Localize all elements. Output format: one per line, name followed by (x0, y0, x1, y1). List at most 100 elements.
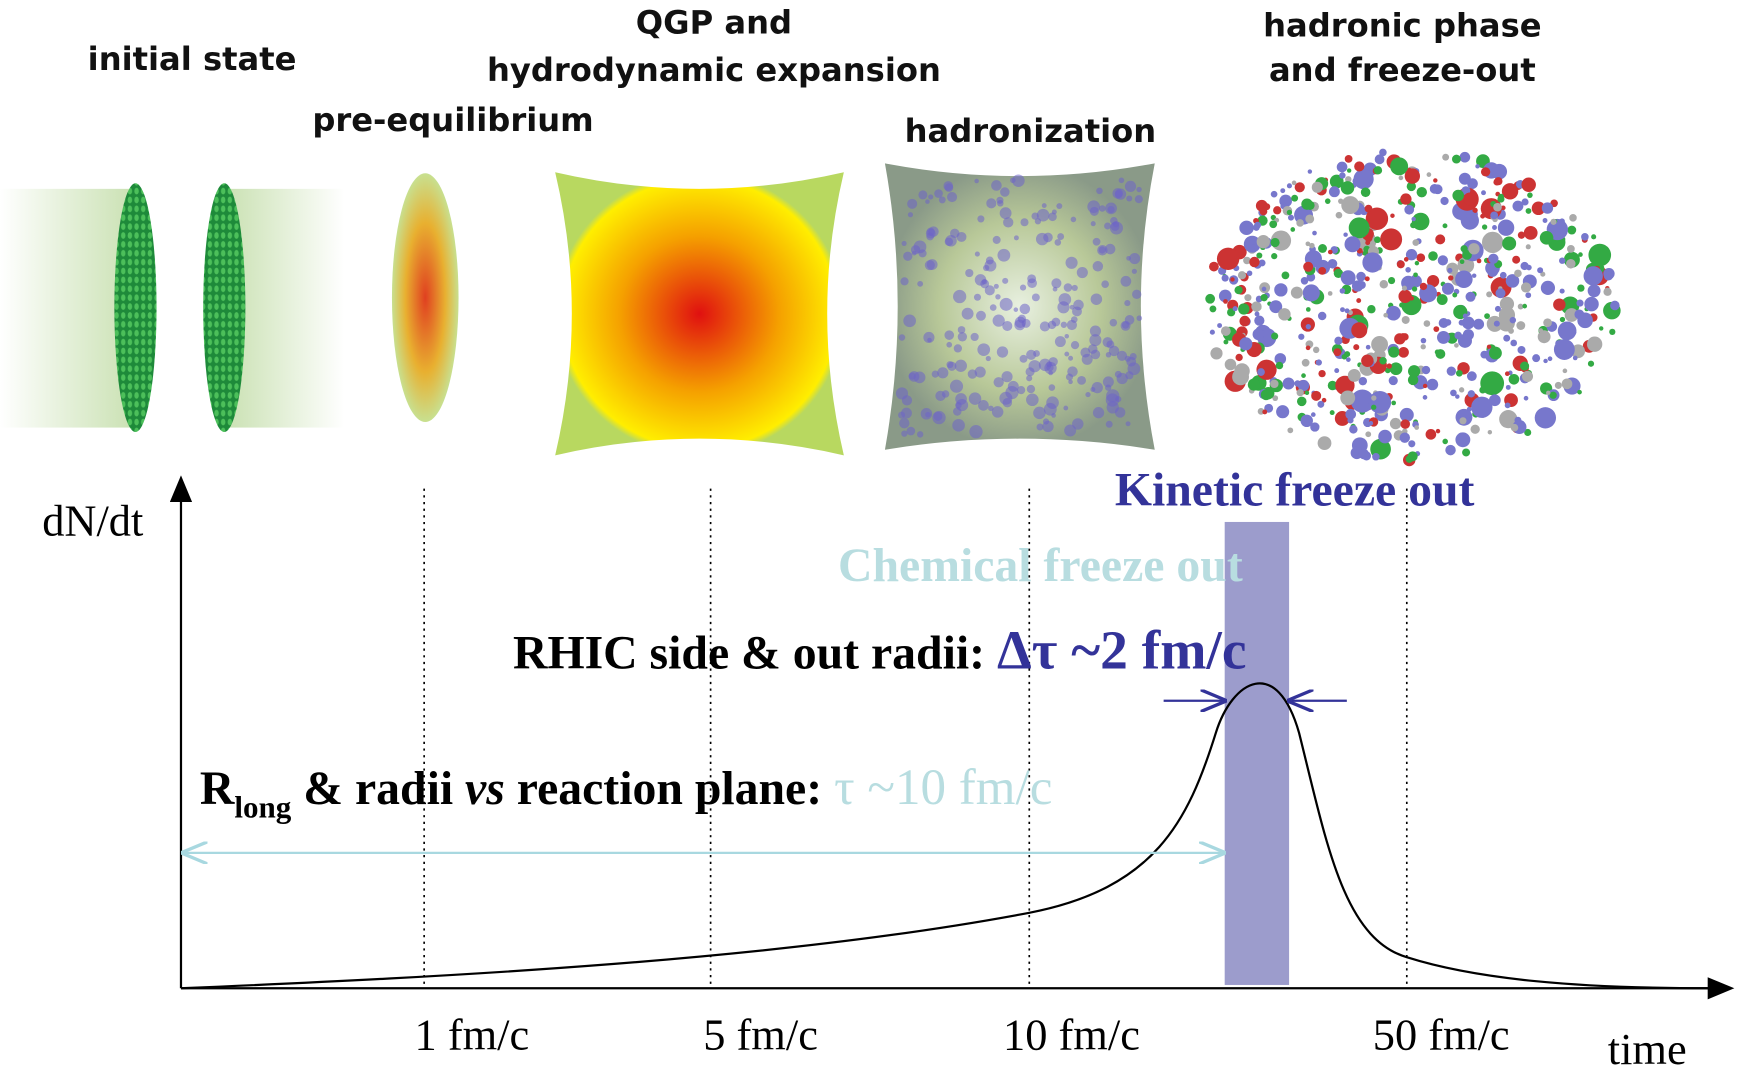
particle (1398, 289, 1412, 303)
particle (1070, 216, 1077, 223)
particle (1272, 395, 1279, 402)
particle (1543, 358, 1548, 364)
particle (1077, 375, 1086, 385)
particle (1346, 168, 1352, 173)
rhic-annotation: RHIC side & out radii: Δτ ~2 fm/c (513, 621, 1247, 682)
particle (1487, 266, 1499, 277)
particle (1064, 424, 1077, 437)
particle (1371, 335, 1389, 353)
particle (981, 278, 988, 285)
particle (1247, 378, 1261, 391)
particle (1567, 225, 1577, 235)
particle (1125, 421, 1131, 427)
particle (1315, 359, 1322, 366)
particle (1372, 453, 1380, 461)
particle (1087, 200, 1100, 214)
particle (1441, 282, 1454, 295)
particle (1070, 340, 1080, 350)
particle (1562, 368, 1568, 374)
particle (1517, 231, 1526, 239)
particle (1287, 214, 1294, 221)
particle (1318, 369, 1326, 378)
particle (1384, 367, 1391, 374)
particle (1209, 261, 1219, 272)
particle (1491, 163, 1508, 180)
particle (1390, 157, 1409, 176)
particle (1512, 255, 1521, 264)
stage-label: pre-equilibrium (312, 101, 593, 139)
particle (1391, 400, 1397, 406)
particle (1409, 296, 1414, 301)
particle (1318, 267, 1327, 275)
particle (1286, 183, 1292, 189)
particle (1104, 222, 1112, 230)
qgp-image (555, 172, 844, 456)
particle (1583, 266, 1603, 286)
particle (901, 240, 907, 246)
particle (913, 371, 926, 384)
particle (1118, 177, 1125, 184)
particle (1422, 395, 1428, 400)
particle (1484, 313, 1490, 319)
particle (1345, 408, 1357, 420)
particle (1462, 448, 1471, 457)
particle (1033, 350, 1040, 357)
particle (1510, 423, 1519, 432)
particle (1270, 237, 1280, 248)
particle (1380, 228, 1403, 251)
particle (1524, 428, 1532, 437)
particle (1523, 225, 1538, 240)
particle (1374, 236, 1381, 244)
particle (1486, 291, 1493, 298)
particle (1124, 180, 1137, 193)
particle (1120, 320, 1131, 331)
particle (1205, 293, 1216, 304)
particle (999, 297, 1013, 311)
particle (974, 178, 979, 184)
stage-label: and freeze-out (1269, 51, 1536, 89)
particle (1435, 349, 1446, 359)
particle (1257, 368, 1265, 376)
particle (1559, 316, 1566, 323)
particle (1321, 397, 1327, 403)
particle (967, 369, 978, 379)
particle (1220, 326, 1231, 336)
particle (1584, 296, 1599, 312)
particle (1371, 395, 1377, 401)
particle (1523, 395, 1529, 401)
particle (1357, 281, 1366, 290)
particle (1458, 319, 1465, 326)
particle (1063, 405, 1069, 411)
particle (1340, 270, 1356, 286)
particle (1333, 268, 1344, 279)
particle (1433, 178, 1438, 183)
particle (1290, 286, 1303, 299)
particle (1379, 148, 1387, 157)
particle (1412, 239, 1420, 246)
particle (1296, 396, 1307, 407)
particle (1223, 339, 1229, 345)
particle (1060, 321, 1068, 328)
particle (917, 280, 924, 287)
particle (903, 251, 913, 261)
particle (1520, 261, 1529, 271)
particle (1301, 373, 1306, 378)
particle (1407, 374, 1419, 386)
particle (1388, 376, 1398, 386)
particle (1327, 249, 1333, 255)
particle (1463, 192, 1477, 206)
particle (1333, 348, 1342, 357)
particle (931, 370, 939, 378)
particle (934, 189, 943, 198)
particle (1344, 351, 1351, 358)
particle (1494, 305, 1501, 312)
particle (1305, 345, 1311, 351)
particle (1399, 302, 1405, 308)
particle (1569, 214, 1577, 222)
particle (1270, 190, 1278, 198)
particle (1346, 357, 1351, 362)
particle (968, 392, 982, 405)
particle (1400, 193, 1412, 205)
particle (1559, 257, 1566, 264)
